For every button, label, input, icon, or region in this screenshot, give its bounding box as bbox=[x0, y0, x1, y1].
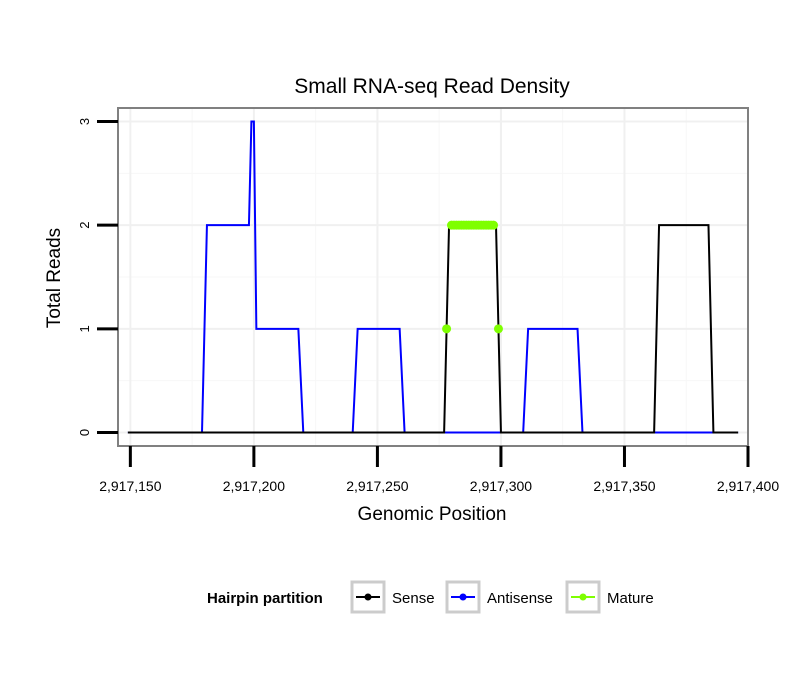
plot-border bbox=[117, 107, 749, 447]
series-layer bbox=[127, 120, 739, 434]
legend-point-sense bbox=[364, 593, 372, 601]
legend-item-mature: Mature bbox=[565, 580, 654, 614]
x-axis-label: Genomic Position bbox=[358, 504, 507, 525]
y-tick-label: 0 bbox=[77, 429, 92, 436]
data-point-mature bbox=[442, 324, 452, 334]
legend-label-antisense: Antisense bbox=[487, 590, 553, 607]
legend-label-mature: Mature bbox=[607, 590, 654, 607]
data-point-mature bbox=[489, 220, 499, 230]
grid-minor bbox=[118, 108, 748, 446]
legend-point-mature bbox=[579, 593, 587, 601]
x-tick-label: 2,917,300 bbox=[470, 478, 532, 494]
y-axis: 0 1 2 3 bbox=[77, 118, 118, 436]
y-axis-label: Total Reads bbox=[44, 228, 65, 328]
y-tick-label: 1 bbox=[77, 325, 92, 332]
x-axis: 2,917,150 2,917,200 2,917,250 2,917,300 2,91… bbox=[99, 446, 779, 494]
x-tick-label: 2,917,350 bbox=[593, 478, 655, 494]
x-tick-label: 2,917,150 bbox=[99, 478, 161, 494]
legend-item-antisense: Antisense bbox=[445, 580, 553, 614]
plot-panel bbox=[117, 107, 749, 447]
x-tick-label: 2,917,200 bbox=[223, 478, 285, 494]
legend-point-antisense bbox=[459, 593, 467, 601]
y-tick-label: 2 bbox=[77, 222, 92, 229]
legend-item-sense: Sense bbox=[350, 580, 435, 614]
legend: Hairpin partition Sense Antisense Mature bbox=[207, 580, 654, 614]
chart-title: Small RNA-seq Read Density bbox=[294, 75, 570, 98]
data-point-mature bbox=[493, 324, 503, 334]
legend-title: Hairpin partition bbox=[207, 590, 323, 607]
y-tick-label: 3 bbox=[77, 118, 92, 125]
x-tick-label: 2,917,400 bbox=[717, 478, 779, 494]
legend-label-sense: Sense bbox=[392, 590, 435, 607]
x-tick-label: 2,917,250 bbox=[346, 478, 408, 494]
